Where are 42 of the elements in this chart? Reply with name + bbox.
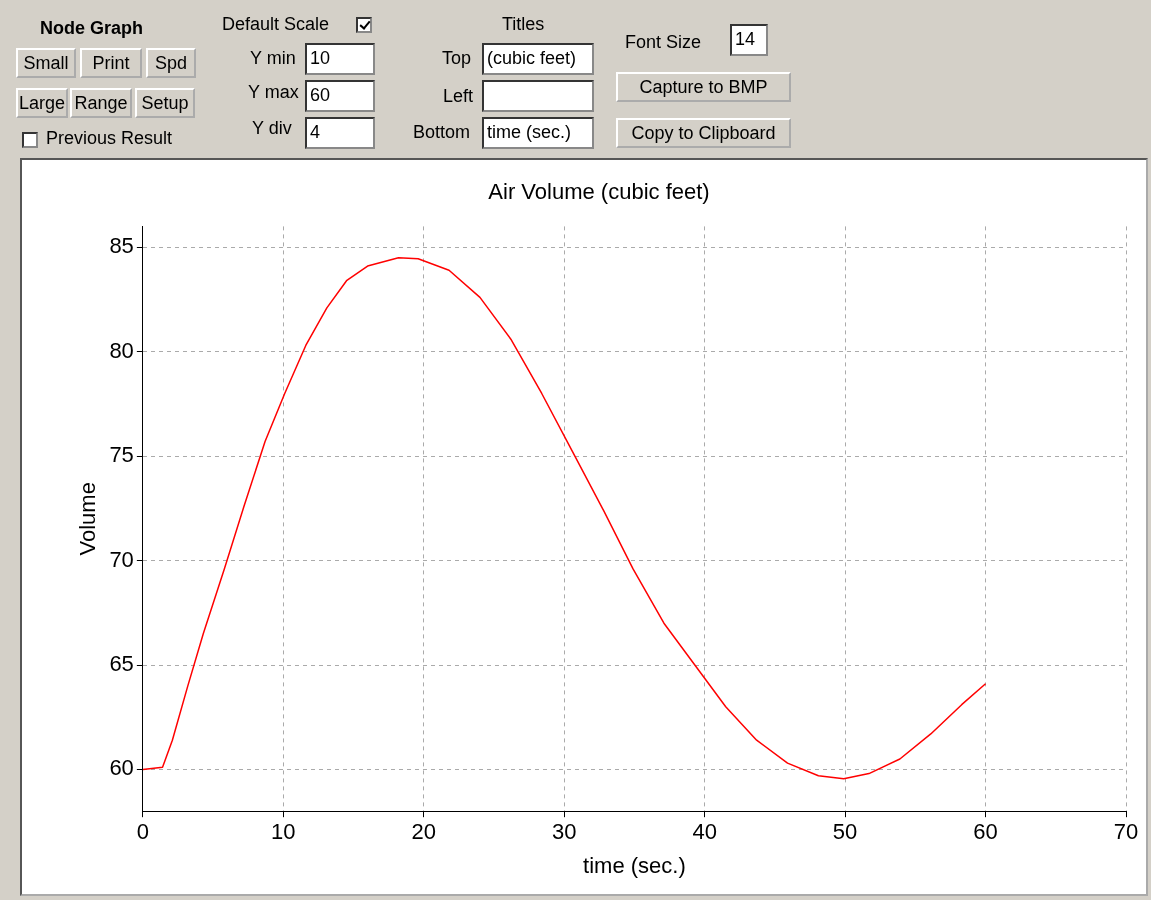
text: 4 — [305, 117, 375, 149]
y-axis-title: Volume — [75, 482, 101, 556]
text: Spd — [146, 48, 196, 78]
text: Large — [16, 88, 68, 118]
x-tick-label: 30 — [551, 819, 577, 845]
text: Range — [70, 88, 132, 118]
x-tick-label: 10 — [271, 819, 296, 845]
text: 60 — [305, 80, 375, 112]
text: Previous Result — [46, 128, 173, 149]
text: Print — [80, 48, 142, 78]
x-tick-label: 60 — [973, 819, 998, 845]
text: Y div — [252, 118, 292, 139]
text: Copy to Clipboard — [616, 118, 791, 148]
text: time (sec.) — [482, 117, 594, 149]
x-axis-title: time (sec.) — [583, 852, 686, 878]
x-tick-label: 70 — [1113, 819, 1139, 845]
text: Y min — [250, 48, 296, 69]
chart-title: Air Volume (cubic feet) — [488, 179, 710, 205]
x-tick-label: 0 — [136, 819, 149, 845]
x-tick-label: 40 — [692, 819, 717, 845]
text: Node Graph — [40, 18, 144, 39]
y-tick-label: 60 — [109, 755, 134, 781]
x-tick-label: 20 — [411, 819, 437, 845]
text: Left — [443, 86, 474, 107]
y-tick-label: 80 — [109, 337, 134, 363]
text: Titles — [502, 14, 545, 35]
text: Top — [442, 48, 472, 69]
text: Setup — [135, 88, 195, 118]
text: Default Scale — [222, 14, 330, 35]
text: 10 — [305, 43, 375, 75]
text: 14 — [730, 24, 768, 56]
text: Y max — [248, 82, 299, 103]
text: (cubic feet) — [482, 43, 594, 75]
text: Font Size — [625, 32, 702, 53]
y-tick-label: 70 — [109, 546, 134, 572]
y-tick-label: 85 — [109, 233, 134, 259]
x-tick-label: 50 — [832, 819, 858, 845]
text: Capture to BMP — [616, 72, 791, 102]
y-tick-label: 65 — [109, 651, 134, 677]
text: Bottom — [413, 122, 471, 143]
y-tick-label: 75 — [109, 442, 134, 468]
text: Small — [16, 48, 76, 78]
